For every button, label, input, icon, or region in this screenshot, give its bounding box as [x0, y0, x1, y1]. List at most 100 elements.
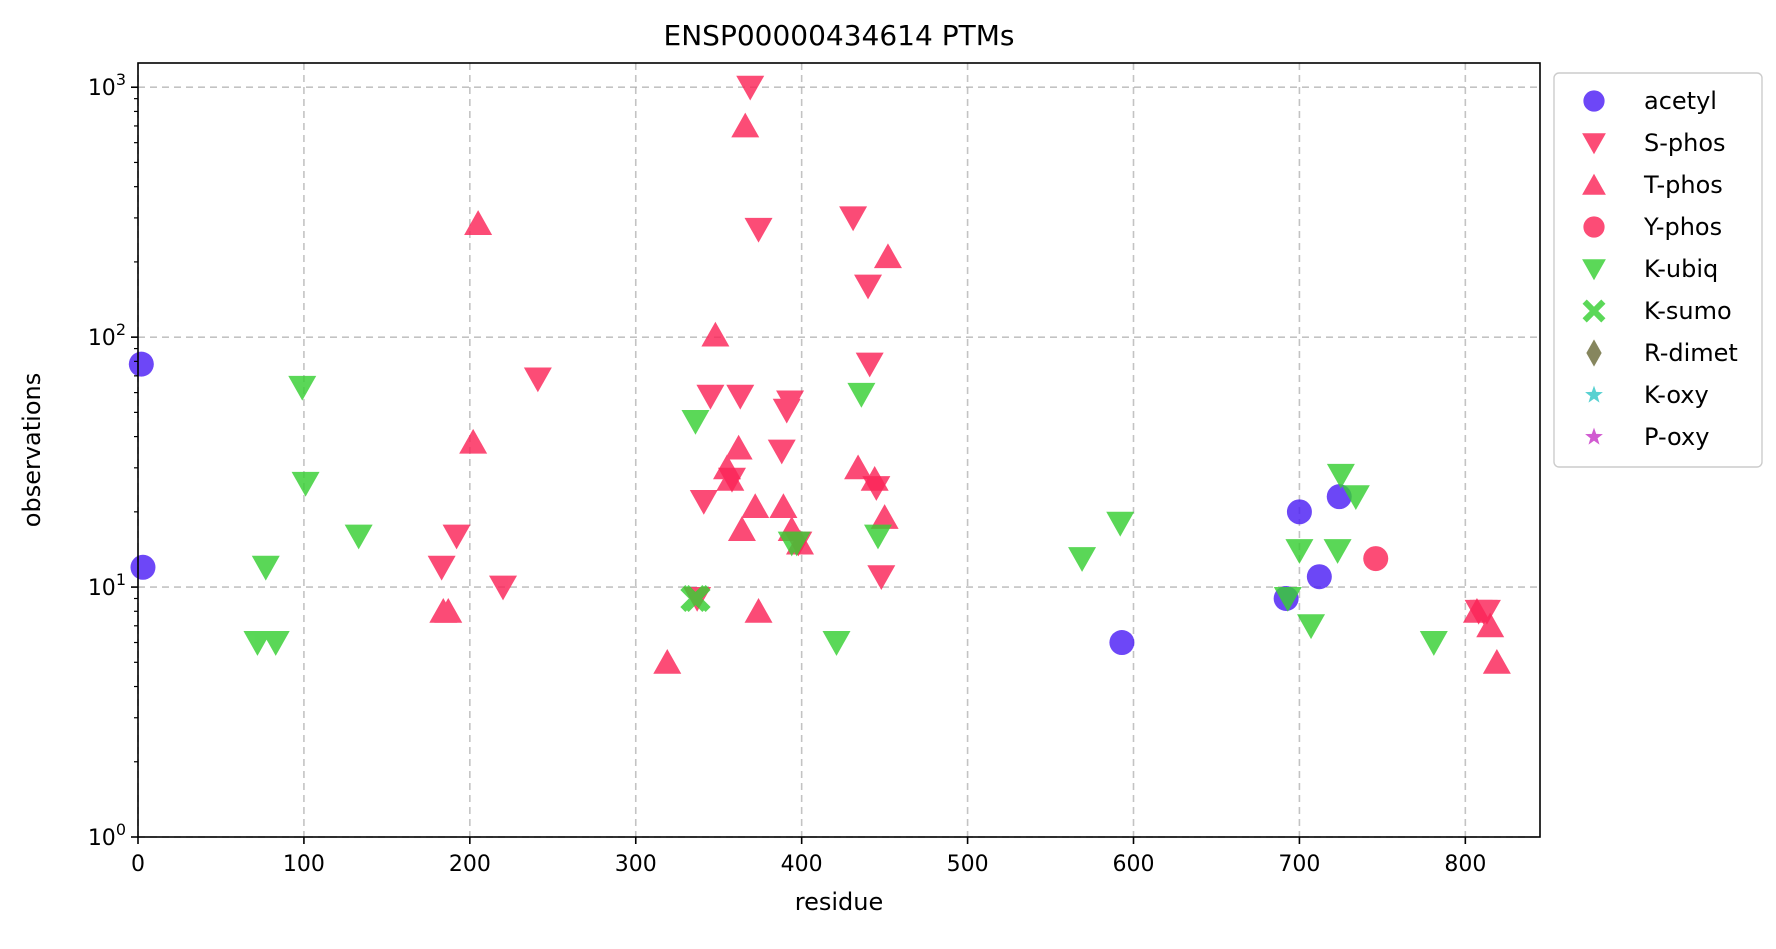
- data-point-s-phos: [776, 390, 805, 416]
- legend-marker-y-phos: [1583, 216, 1605, 238]
- legend-label-y-phos: Y-phos: [1643, 213, 1722, 241]
- data-point-t-phos: [1482, 649, 1511, 674]
- legend-marker-p-oxy: [1585, 427, 1603, 445]
- data-point-s-phos: [855, 352, 884, 378]
- y-tick-label: 102: [88, 320, 126, 351]
- data-point-k-ubiq: [1323, 539, 1352, 564]
- legend-marker-k-oxy: [1585, 385, 1603, 403]
- plot-area-frame: [137, 62, 1541, 838]
- data-point-t-phos: [769, 493, 798, 519]
- data-point-t-phos: [716, 465, 745, 491]
- data-point-k-ubiq: [1326, 463, 1355, 489]
- legend-label-k-sumo: K-sumo: [1644, 297, 1732, 325]
- legend-marker-k-sumo: [1582, 299, 1606, 323]
- x-tick-label: 100: [283, 852, 325, 877]
- data-point-y-phos: [1363, 546, 1389, 572]
- data-point-acetyl: [128, 351, 154, 377]
- x-tick-label: 300: [615, 852, 657, 877]
- data-point-s-phos: [427, 555, 456, 581]
- data-point-acetyl: [1286, 499, 1312, 525]
- data-point-acetyl: [1109, 630, 1135, 656]
- data-point-k-ubiq: [822, 631, 851, 656]
- data-point-k-ubiq: [1297, 614, 1326, 640]
- data-point-k-ubiq: [1419, 631, 1448, 656]
- x-axis-title: residue: [795, 888, 884, 916]
- data-point-t-phos: [844, 454, 873, 480]
- data-point-k-ubiq: [261, 631, 290, 656]
- data-point-s-phos: [736, 75, 765, 101]
- data-point-k-ubiq: [1341, 485, 1370, 510]
- x-tick-label: 800: [1444, 852, 1486, 877]
- data-point-k-ubiq: [847, 382, 876, 408]
- legend-label-t-phos: T-phos: [1643, 171, 1723, 199]
- data-point-t-phos: [701, 321, 730, 347]
- y-tick-label: 103: [88, 70, 126, 101]
- data-point-s-phos: [696, 384, 725, 410]
- data-point-t-phos: [724, 434, 753, 460]
- legend-label-s-phos: S-phos: [1644, 129, 1726, 157]
- data-point-s-phos: [489, 575, 518, 601]
- data-point-k-sumo: [683, 585, 711, 612]
- x-tick-label: 400: [781, 852, 823, 877]
- data-points: [128, 75, 1511, 674]
- data-point-s-phos: [767, 439, 796, 465]
- data-point-k-ubiq: [1068, 547, 1097, 572]
- series-y-phos-group: [1363, 546, 1389, 572]
- data-point-acetyl: [1306, 564, 1332, 590]
- data-point-s-phos: [689, 490, 718, 515]
- data-point-t-phos: [744, 597, 773, 623]
- legend: acetyl S-phos T-phos Y-phos K-ubiq K-sumo R-di…: [1553, 72, 1763, 468]
- legend-label-k-ubiq: K-ubiq: [1644, 255, 1718, 283]
- legend-marker-k-ubiq: [1582, 259, 1606, 281]
- y-tick-label: 100: [88, 820, 126, 851]
- legend-label-p-oxy: P-oxy: [1644, 423, 1709, 451]
- legend-label-r-dimet: R-dimet: [1644, 339, 1738, 367]
- x-tick-label: 200: [449, 852, 491, 877]
- data-point-k-ubiq: [251, 555, 280, 581]
- legend-marker-r-dimet: [1586, 339, 1602, 367]
- legend-box: [1553, 72, 1763, 468]
- grid-lines: [137, 63, 1540, 838]
- data-point-t-phos: [731, 112, 760, 138]
- data-point-acetyl: [130, 554, 156, 580]
- x-tick-label: 0: [131, 852, 145, 877]
- data-point-s-phos: [523, 367, 552, 393]
- legend-marker-s-phos: [1582, 133, 1606, 155]
- data-point-k-ubiq: [863, 524, 892, 550]
- x-tick-label: 700: [1278, 852, 1320, 877]
- data-point-t-phos: [727, 516, 756, 541]
- data-point-k-ubiq: [344, 524, 373, 550]
- data-point-t-phos: [860, 465, 889, 491]
- data-point-t-phos: [459, 428, 488, 454]
- data-point-k-ubiq: [291, 471, 320, 497]
- data-point-k-ubiq: [243, 631, 272, 656]
- data-point-t-phos: [741, 493, 770, 519]
- legend-label-k-oxy: K-oxy: [1644, 381, 1709, 409]
- data-point-s-phos: [442, 524, 471, 550]
- legend-marker-t-phos: [1582, 173, 1606, 195]
- legend-label-acetyl: acetyl: [1644, 87, 1717, 115]
- data-point-s-phos: [854, 274, 883, 300]
- data-point-t-phos: [464, 210, 493, 235]
- x-tick-label: 500: [947, 852, 989, 877]
- data-point-k-ubiq: [1285, 539, 1314, 564]
- x-tick-label: 600: [1113, 852, 1155, 877]
- data-point-t-phos: [434, 597, 463, 623]
- series-k-sumo-group: [680, 585, 711, 612]
- data-point-k-ubiq: [1273, 587, 1302, 612]
- data-point-k-ubiq: [782, 531, 811, 557]
- y-axis-title: observations: [18, 373, 46, 527]
- data-point-s-phos: [839, 206, 868, 232]
- data-point-k-ubiq: [681, 409, 710, 435]
- data-point-t-phos: [653, 649, 682, 674]
- data-point-k-ubiq: [1106, 511, 1135, 537]
- data-point-s-phos: [726, 384, 755, 410]
- y-tick-label: 101: [88, 570, 126, 601]
- data-point-t-phos: [873, 243, 902, 269]
- series-k-ubiq-group: [243, 375, 1448, 656]
- data-point-s-phos: [744, 217, 773, 243]
- data-point-k-ubiq: [288, 375, 317, 401]
- data-point-s-phos: [867, 565, 896, 591]
- legend-marker-acetyl: [1583, 90, 1605, 112]
